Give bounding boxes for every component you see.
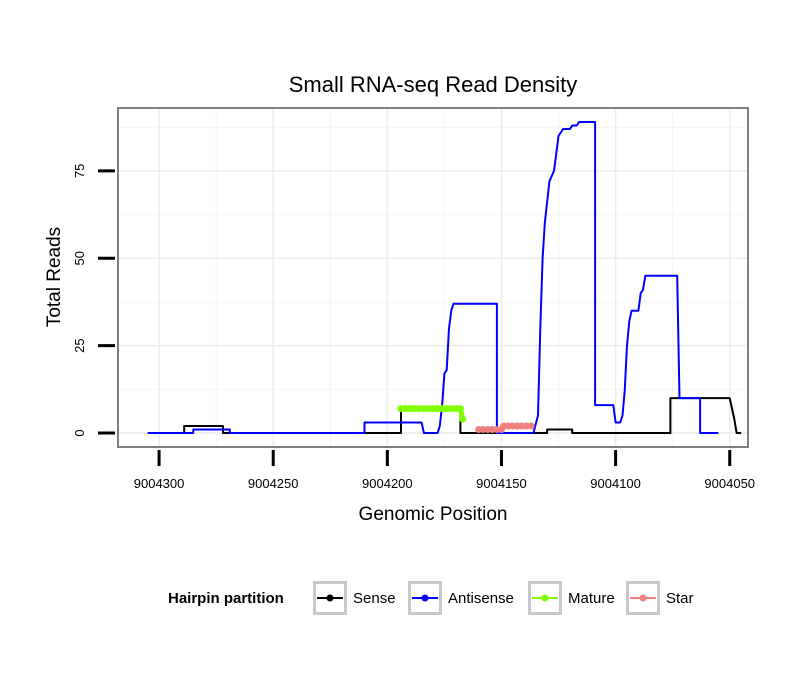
legend-label-mature: Mature <box>568 590 615 607</box>
series-line-sense <box>147 397 742 434</box>
y-axis-title: Total Reads <box>44 227 65 327</box>
data-point-mature <box>456 405 464 413</box>
series-layer <box>147 121 742 434</box>
legend-label-antisense: Antisense <box>448 590 514 607</box>
series-line-antisense <box>147 121 719 434</box>
legend-label-sense: Sense <box>353 590 396 607</box>
legend-dot-antisense <box>421 594 429 602</box>
x-tick-label: 9004250 <box>248 476 299 491</box>
y-tick-label: 25 <box>72 338 87 352</box>
x-tick-label: 9004050 <box>704 476 755 491</box>
legend-dot-mature <box>541 594 549 602</box>
legend: Hairpin partition Sense Antisense Mature St… <box>168 581 694 615</box>
x-tick-label: 9004100 <box>590 476 641 491</box>
grid-lines <box>118 108 748 447</box>
panel-background <box>118 108 748 447</box>
panel-border <box>117 107 749 448</box>
legend-dot-star <box>639 594 647 602</box>
legend-dot-sense <box>326 594 334 602</box>
y-tick-label: 0 <box>72 429 87 436</box>
y-axis: 0 25 50 75 <box>72 164 115 437</box>
x-axis-title: Genomic Position <box>359 504 508 525</box>
legend-label-star: Star <box>666 590 694 607</box>
y-tick-label: 50 <box>72 251 87 265</box>
chart-title: Small RNA-seq Read Density <box>289 72 578 97</box>
legend-title: Hairpin partition <box>168 590 284 607</box>
data-point-star <box>527 422 535 430</box>
x-tick-label: 9004300 <box>134 476 185 491</box>
x-tick-label: 9004150 <box>476 476 527 491</box>
data-point-mature <box>459 415 467 423</box>
plot-panel <box>117 107 749 448</box>
x-tick-label: 9004200 <box>362 476 413 491</box>
y-tick-label: 75 <box>72 164 87 178</box>
x-axis: 9004300 9004250 9004200 9004150 9004100 90040… <box>134 450 755 491</box>
